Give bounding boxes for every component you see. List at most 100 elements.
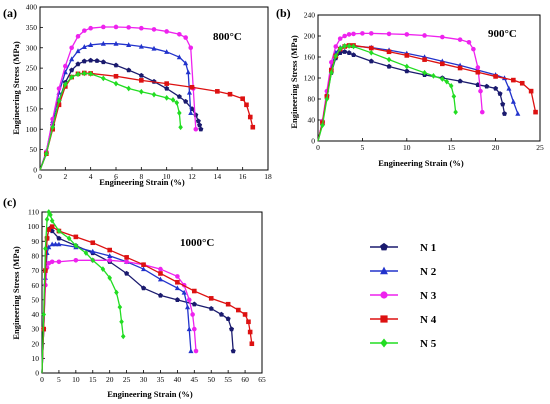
legend-marker-n4 xyxy=(380,315,388,323)
x-tick-label: 5 xyxy=(57,375,61,384)
data-point-n5 xyxy=(164,94,169,101)
data-point-n3 xyxy=(346,32,352,37)
data-point-n4 xyxy=(246,319,251,325)
data-point-n3 xyxy=(75,34,81,39)
data-point-n4 xyxy=(175,279,180,285)
y-axis-label-a: Engineering Stress (MPa) xyxy=(11,41,21,135)
x-tick-label: 14 xyxy=(214,172,222,181)
data-point-n5 xyxy=(44,216,50,223)
series-n5 xyxy=(317,43,458,142)
panel-label-a: (a) xyxy=(3,6,17,20)
data-point-n3 xyxy=(186,297,192,303)
temperature-annotation-c: 1000°C xyxy=(180,237,214,249)
data-point-n5 xyxy=(50,124,55,131)
data-point-n2 xyxy=(506,85,512,91)
data-point-n5 xyxy=(100,266,106,272)
data-point-n4 xyxy=(227,91,233,97)
data-point-n4 xyxy=(249,341,255,347)
data-point-n3 xyxy=(478,88,483,94)
data-point-n2 xyxy=(186,326,192,332)
data-point-n5 xyxy=(329,69,334,76)
data-point-n5 xyxy=(320,122,325,129)
data-point-n5 xyxy=(346,43,352,49)
series-line-n5 xyxy=(317,45,457,142)
data-point-n5 xyxy=(386,56,392,63)
y-axis-label-b: Engineering Stress (MPa) xyxy=(289,35,299,129)
x-axis-label-c: Engineering Strain (%) xyxy=(107,389,193,399)
data-point-n2 xyxy=(90,248,96,254)
data-point-n5 xyxy=(120,333,126,340)
data-point-n5 xyxy=(342,43,347,49)
data-point-n2 xyxy=(176,54,182,60)
data-point-n5 xyxy=(88,70,93,77)
data-point-n3 xyxy=(56,86,62,91)
data-point-n4 xyxy=(528,88,534,94)
data-point-n5 xyxy=(440,76,445,82)
series-line-n5 xyxy=(41,210,124,374)
plot-panel-a: 0 2 4 6 8 10 12 14 16 18 0 50 100 150 200 250 300 350 400 xyxy=(26,3,272,181)
data-point-n1 xyxy=(218,311,224,317)
y-tick-label: 30 xyxy=(32,325,40,334)
data-point-n5 xyxy=(170,97,176,103)
data-point-n2 xyxy=(69,56,75,62)
data-point-n4 xyxy=(242,312,248,317)
data-point-n3 xyxy=(333,44,339,49)
y-tick-label: 200 xyxy=(304,32,316,41)
data-point-n1 xyxy=(164,85,170,91)
data-point-n1 xyxy=(351,52,357,58)
x-tick-label: 18 xyxy=(264,172,272,181)
data-point-n5 xyxy=(49,217,55,224)
legend-marker-n5 xyxy=(380,338,388,348)
y-tick-label: 0 xyxy=(35,369,39,378)
data-point-n2 xyxy=(188,348,194,354)
data-point-n4 xyxy=(386,49,392,55)
legend-entry-n3: N 3 xyxy=(370,290,437,302)
plot-frame xyxy=(41,211,263,374)
data-point-n4 xyxy=(46,227,52,232)
data-point-n3 xyxy=(466,40,472,45)
data-point-n3 xyxy=(126,25,131,30)
data-point-n4 xyxy=(457,65,463,71)
y-tick-label: 150 xyxy=(26,104,38,113)
data-point-n2 xyxy=(174,285,180,291)
x-tick-label: 10 xyxy=(72,375,80,384)
data-point-n1 xyxy=(113,62,119,68)
data-point-n3 xyxy=(101,24,106,30)
data-point-n1 xyxy=(138,72,144,78)
y-axis-label-c: Engineering Stress (MPa) xyxy=(11,246,21,340)
data-point-n3 xyxy=(190,312,195,317)
data-point-n3 xyxy=(164,29,169,34)
x-tick-label: 55 xyxy=(224,375,232,384)
data-point-n4 xyxy=(533,109,538,115)
data-point-n4 xyxy=(208,296,214,301)
y-tick-label: 0 xyxy=(33,166,37,175)
data-point-n3 xyxy=(479,109,485,115)
data-point-n2 xyxy=(138,43,144,49)
data-point-n1 xyxy=(346,50,352,55)
series-n2 xyxy=(39,40,194,171)
data-point-n5 xyxy=(368,49,374,56)
data-point-n2 xyxy=(510,98,516,104)
data-point-n2 xyxy=(515,110,521,116)
data-point-n1 xyxy=(69,67,75,73)
x-axis-label-b: Engineering Strain (%) xyxy=(378,158,464,168)
data-point-n2 xyxy=(56,241,62,247)
data-point-n4 xyxy=(56,102,62,108)
data-point-n1 xyxy=(183,98,189,104)
data-point-n4 xyxy=(250,124,256,130)
data-point-n1 xyxy=(88,57,94,63)
data-point-n3 xyxy=(88,25,93,31)
data-point-n2 xyxy=(62,69,68,75)
data-point-n3 xyxy=(177,32,182,37)
data-point-n4 xyxy=(519,80,525,86)
data-point-n1 xyxy=(176,94,182,99)
data-point-n5 xyxy=(448,83,454,89)
data-point-n4 xyxy=(368,45,374,51)
data-point-n2 xyxy=(185,304,191,310)
x-tick-label: 2 xyxy=(63,172,67,181)
x-tick-label: 15 xyxy=(89,375,97,384)
x-tick-label: 60 xyxy=(241,375,249,384)
data-point-n1 xyxy=(75,61,81,67)
temperature-annotation-b: 900°C xyxy=(488,28,517,40)
data-point-n5 xyxy=(174,99,180,106)
